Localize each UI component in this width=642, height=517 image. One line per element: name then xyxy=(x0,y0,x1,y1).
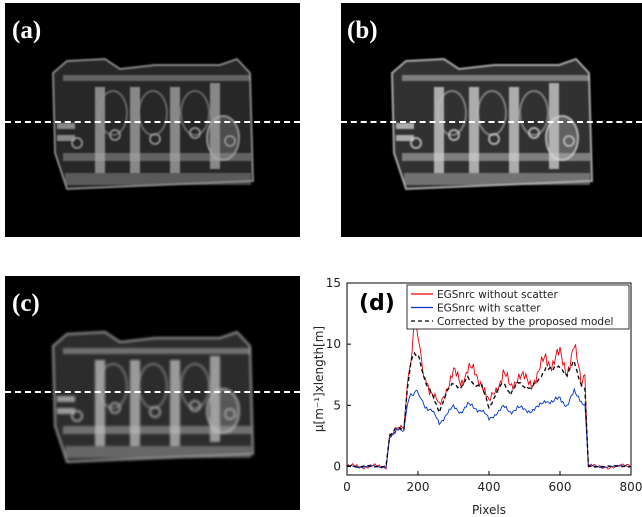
engine-gear xyxy=(545,115,579,161)
engine-bolt xyxy=(149,406,161,418)
engine-gear xyxy=(206,115,240,161)
engine-rib xyxy=(170,360,180,446)
engine-arch xyxy=(519,90,549,136)
engine-stub xyxy=(57,123,75,129)
engine-rail xyxy=(63,348,251,354)
panel-label-d: (d) xyxy=(359,291,395,316)
engine-rib xyxy=(95,87,105,173)
engine-rib xyxy=(509,87,519,173)
engine-block-shape xyxy=(51,57,255,191)
engine-arch xyxy=(180,90,210,136)
y-tick-label: 5 xyxy=(333,398,341,412)
series-line-0 xyxy=(346,314,632,471)
engine-stub xyxy=(396,123,414,129)
x-tick-label: 200 xyxy=(407,480,430,494)
engine-bolt xyxy=(189,127,201,139)
x-axis-label: Pixels xyxy=(472,503,506,517)
engine-stub xyxy=(396,135,414,141)
legend-label: Corrected by the proposed model xyxy=(437,316,613,328)
engine-bolt xyxy=(189,400,201,412)
engine-rail xyxy=(63,75,251,81)
series-line-1 xyxy=(346,387,632,469)
engine-stub xyxy=(57,135,75,141)
xray-image-a xyxy=(51,57,255,191)
image-panel-a: (a) xyxy=(5,3,300,237)
xray-image-c xyxy=(51,330,255,464)
legend-label: EGSnrc with scatter xyxy=(437,303,541,315)
engine-bolt xyxy=(528,127,540,139)
engine-base xyxy=(404,173,590,185)
y-tick-label: 0 xyxy=(333,459,341,473)
engine-bolt xyxy=(149,133,161,145)
x-tick-label: 400 xyxy=(478,480,501,494)
engine-bolt xyxy=(488,133,500,145)
engine-rib xyxy=(469,87,479,173)
image-panel-b: (b) xyxy=(341,3,642,237)
engine-arch xyxy=(180,363,210,409)
engine-bolt xyxy=(109,402,121,414)
engine-bolt xyxy=(71,410,83,422)
series-line-2 xyxy=(346,351,632,468)
x-tick-label: 800 xyxy=(620,480,642,494)
y-axis-label: μ[m⁻¹]xlength[m] xyxy=(312,326,326,432)
y-tick-label: 15 xyxy=(326,276,341,290)
legend-label: EGSnrc without scatter xyxy=(437,289,558,301)
engine-base xyxy=(65,446,251,458)
engine-bolt xyxy=(410,137,422,149)
y-tick-label: 10 xyxy=(326,337,341,351)
engine-block-shape xyxy=(390,57,594,191)
profile-line-chart: 0 200 400 600 800 0 5 10 15 Pixels μ[m⁻¹]xlength[m… xyxy=(300,268,642,517)
panel-label-b: (b) xyxy=(347,17,378,44)
engine-arch xyxy=(437,90,467,136)
engine-bolt xyxy=(448,129,460,141)
engine-rail xyxy=(63,153,251,161)
profile-line-c xyxy=(5,391,300,393)
engine-rail xyxy=(402,75,590,81)
engine-rail xyxy=(63,426,251,434)
panel-label-c: (c) xyxy=(12,290,40,317)
engine-bolt xyxy=(109,129,121,141)
profile-line-a xyxy=(5,121,300,123)
engine-rib xyxy=(170,87,180,173)
engine-base xyxy=(65,173,251,185)
engine-bolt xyxy=(71,137,83,149)
engine-block-shape xyxy=(51,330,255,464)
x-tick-label: 0 xyxy=(343,480,351,494)
engine-gear xyxy=(206,388,240,434)
image-panel-c: (c) xyxy=(5,276,300,510)
engine-rib xyxy=(95,360,105,446)
engine-stub xyxy=(57,396,75,402)
engine-stub xyxy=(57,408,75,414)
panel-label-a: (a) xyxy=(12,17,42,44)
engine-rib xyxy=(130,87,140,173)
x-tick-label: 600 xyxy=(549,480,572,494)
engine-rail xyxy=(402,153,590,161)
engine-rib xyxy=(434,87,444,173)
engine-arch xyxy=(98,90,128,136)
profile-line-b xyxy=(341,121,642,123)
engine-rib xyxy=(130,360,140,446)
xray-image-b xyxy=(390,57,594,191)
engine-arch xyxy=(98,363,128,409)
legend-box xyxy=(406,284,630,330)
